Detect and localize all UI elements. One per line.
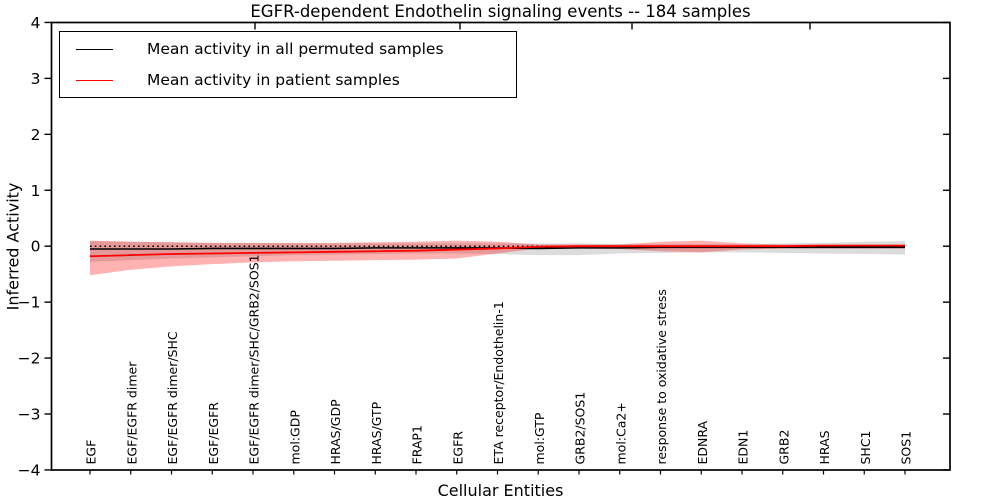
y-tick-label: 2 <box>31 126 41 144</box>
x-tick-label: SHC1 <box>858 430 873 464</box>
x-tick-label: EGF/EGFR dimer <box>124 361 139 465</box>
y-tick-label: −2 <box>18 350 41 368</box>
x-tick-label: GRB2/SOS1 <box>573 392 588 465</box>
patient-samples-std-band <box>90 240 905 276</box>
x-tick-label: mol:GDP <box>287 410 302 465</box>
legend-label: Mean activity in patient samples <box>147 71 400 89</box>
x-tick-label: EDNRA <box>695 420 710 464</box>
x-tick-label: HRAS/GDP <box>328 399 343 465</box>
x-tick-label: mol:GTP <box>532 412 547 464</box>
x-tick-label: EGF/EGFR dimer/SHC <box>165 331 180 464</box>
patient-mean-line <box>89 244 905 258</box>
x-tick-label: EDN1 <box>736 430 751 465</box>
y-axis-label: Inferred Activity <box>3 182 23 311</box>
y-tick-label: 3 <box>31 70 41 88</box>
x-tick-label: EGF/EGFR dimer/SHC/GRB2/SOS1 <box>247 254 262 464</box>
permuted-line-sample <box>76 48 113 50</box>
y-tick-label: 1 <box>31 182 41 200</box>
legend: Mean activity in all permuted samples Me… <box>59 31 517 98</box>
x-tick-label: HRAS <box>817 430 832 464</box>
x-tick-label: SOS1 <box>899 431 914 465</box>
x-tick-label: GRB2 <box>776 430 791 465</box>
y-tick-label: −4 <box>18 461 41 479</box>
x-tick-label: mol:Ca2+ <box>613 402 628 464</box>
x-tick-label: FRAP1 <box>410 425 425 464</box>
x-axis-label: Cellular Entities <box>437 481 564 500</box>
y-tick-label: 4 <box>31 14 41 32</box>
legend-item-patient: Mean activity in patient samples <box>60 66 516 94</box>
patient-line-sample <box>76 79 113 81</box>
y-tick-label: −3 <box>18 406 41 424</box>
y-tick-label: 0 <box>31 238 41 256</box>
legend-item-permuted: Mean activity in all permuted samples <box>60 35 516 63</box>
x-tick-label: ETA receptor/Endothelin-1 <box>491 301 506 464</box>
x-tick-label: EGFR <box>450 431 465 465</box>
y-tick-label: −1 <box>18 294 41 312</box>
chart-title: EGFR-dependent Endothelin signaling even… <box>250 2 751 21</box>
x-tick-label: response to oxidative stress <box>654 289 669 464</box>
x-tick-label: HRAS/GTP <box>369 401 384 464</box>
x-tick-label: EGF/EGFR <box>206 402 221 465</box>
legend-label: Mean activity in all permuted samples <box>147 40 444 58</box>
x-tick-label: EGF <box>84 440 99 465</box>
